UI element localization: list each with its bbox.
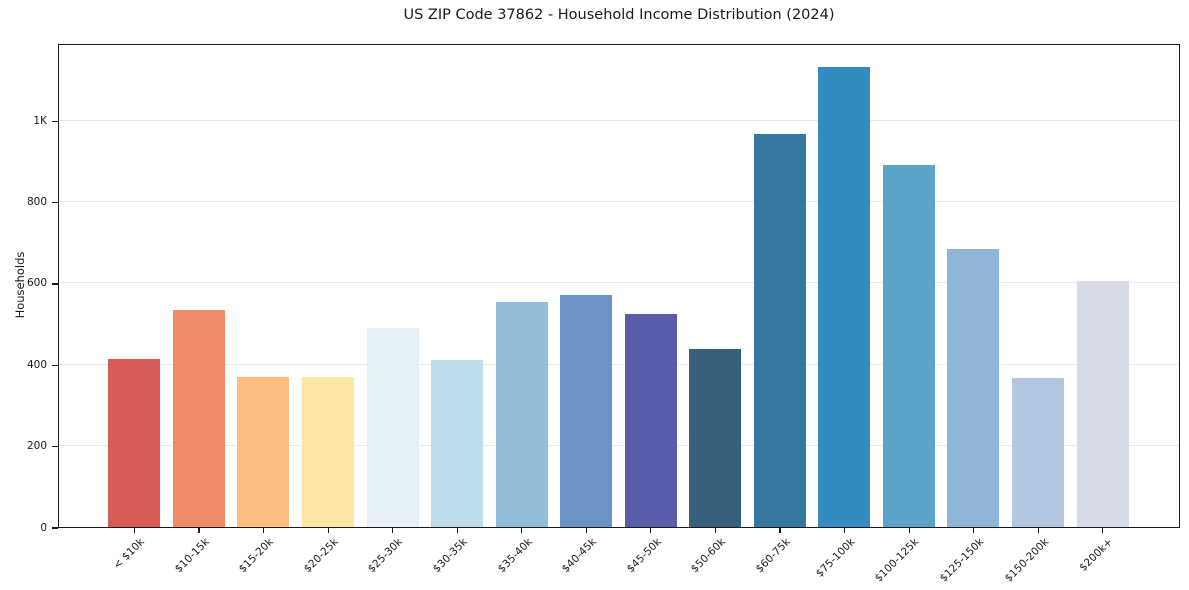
bar: [560, 294, 613, 527]
y-tick-mark: [52, 527, 58, 529]
bar: [301, 376, 354, 527]
bar: [882, 165, 935, 527]
bar: [495, 301, 548, 527]
bar: [753, 134, 806, 527]
y-tick-label: 1K: [33, 114, 47, 127]
bar: [1076, 281, 1129, 527]
y-tick-label: 800: [26, 196, 47, 209]
y-tick-mark: [52, 283, 58, 285]
gridline: [59, 201, 1179, 203]
bar: [1012, 378, 1064, 527]
y-tick-mark: [52, 446, 58, 448]
x-tick-mark: [1037, 528, 1039, 533]
x-tick-mark: [1102, 528, 1104, 533]
x-tick-mark: [392, 528, 394, 533]
bar: [172, 309, 225, 527]
x-tick-mark: [650, 528, 652, 533]
x-tick-mark: [843, 528, 846, 533]
x-tick-mark: [521, 528, 523, 533]
bar: [108, 359, 161, 527]
y-tick-label: 400: [26, 358, 47, 371]
bar: [818, 66, 871, 527]
gridline: [59, 363, 1179, 365]
x-tick-mark: [263, 528, 265, 533]
y-tick-label: 0: [40, 521, 47, 534]
bar: [237, 376, 290, 527]
gridline: [59, 282, 1179, 284]
y-tick-label: 200: [26, 440, 47, 453]
y-tick-mark: [52, 120, 58, 122]
bar: [366, 328, 419, 527]
x-tick-mark: [973, 528, 975, 533]
bar: [431, 359, 484, 527]
chart-title: US ZIP Code 37862 - Household Income Dis…: [403, 7, 835, 23]
plot-area: [58, 44, 1180, 528]
x-tick-mark: [327, 528, 329, 533]
x-tick-mark: [133, 528, 136, 533]
bar: [689, 348, 742, 527]
x-tick-mark: [198, 528, 200, 533]
y-tick-label: 600: [26, 277, 47, 290]
x-tick-mark: [908, 528, 910, 533]
gridline: [59, 445, 1179, 447]
gridline: [59, 119, 1179, 121]
y-tick-mark: [52, 364, 58, 366]
bar: [624, 313, 677, 527]
x-tick-mark: [714, 528, 717, 533]
x-tick-mark: [585, 528, 587, 533]
bar: [947, 248, 1000, 527]
x-tick-mark: [779, 528, 781, 533]
x-tick-mark: [456, 528, 458, 533]
y-tick-mark: [52, 202, 58, 204]
